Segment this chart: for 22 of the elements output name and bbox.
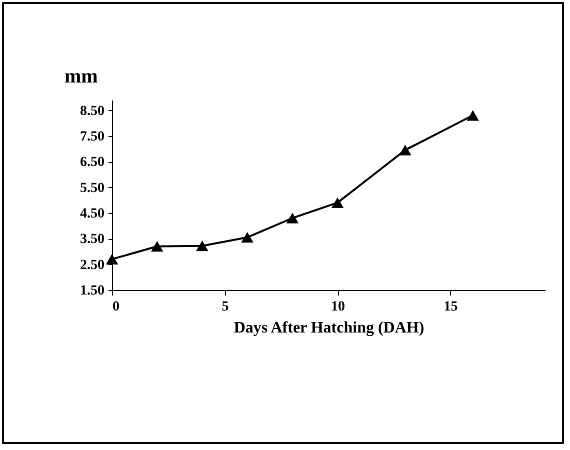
- y-tick-label: 2.50: [80, 258, 104, 273]
- y-axis-title: mm: [64, 66, 98, 88]
- y-tick-label: 8.50: [80, 104, 104, 119]
- y-tick-label: 4.50: [80, 206, 104, 222]
- point: [286, 212, 299, 224]
- x-tick-label: 0: [112, 300, 120, 314]
- y-tick-label: 3.50: [80, 232, 104, 248]
- point: [150, 241, 164, 252]
- x-tick-label: 10: [331, 300, 346, 314]
- y-tick-label: 1.50: [80, 284, 104, 298]
- point: [241, 232, 254, 243]
- y-tick-label: 5.50: [80, 180, 104, 196]
- point: [331, 197, 344, 208]
- y-tick-label: 6.50: [80, 155, 104, 170]
- point: [399, 144, 412, 156]
- y-tick-label: 7.50: [80, 129, 104, 144]
- x-axis-title: Days After Hatching (DAH): [234, 320, 424, 336]
- x-tick-label: 15: [444, 300, 458, 314]
- point: [106, 254, 118, 264]
- point: [466, 110, 479, 121]
- point: [196, 240, 208, 252]
- x-tick-label: 5: [222, 300, 229, 314]
